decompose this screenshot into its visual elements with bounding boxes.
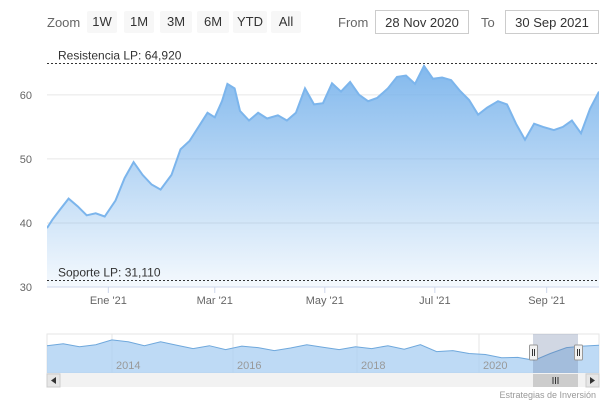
scroll-right-button[interactable] (585, 373, 600, 388)
scrollbar[interactable] (46, 373, 600, 388)
x-tick-label: Mar '21 (197, 295, 233, 307)
scrollbar-track[interactable] (47, 374, 599, 387)
from-date-input[interactable] (375, 10, 469, 34)
zoom-1w-button[interactable]: 1W (87, 11, 117, 33)
x-axis-labels: Ene '21 Mar '21 May '21 Jul '21 Sep '21 (90, 287, 565, 307)
zoom-all-button[interactable]: All (271, 11, 301, 33)
navigator-axis-labels: 2014 2016 2018 2020 (116, 360, 507, 372)
range-selector: Zoom 1W 1M 3M 6M YTD All From To (0, 0, 616, 44)
to-date-input[interactable] (505, 10, 599, 34)
navigator-area (47, 339, 599, 373)
plot-line-label: Soporte LP: 31,110 (58, 266, 161, 280)
from-label: From (338, 15, 369, 30)
y-tick-label: 40 (20, 218, 32, 230)
arrow-right-icon (590, 377, 595, 384)
zoom-1m-button[interactable]: 1M (124, 11, 154, 33)
x-tick-label: Ene '21 (90, 295, 127, 307)
zoom-3m-button[interactable]: 3M (160, 11, 192, 33)
price-points (47, 65, 599, 229)
navigator-right-handle[interactable] (574, 344, 583, 361)
navigator[interactable]: 2014 2016 2018 2020 (46, 333, 600, 374)
arrow-left-icon (51, 377, 56, 384)
y-tick-label: 50 (20, 154, 32, 166)
y-tick-label: 30 (20, 282, 32, 294)
navigator-tick-label: 2016 (237, 360, 261, 372)
y-axis-labels: 30 40 50 60 (20, 90, 32, 294)
x-tick-label: Jul '21 (419, 295, 450, 307)
navigator-tick-label: 2018 (361, 360, 385, 372)
scroll-left-button[interactable] (46, 373, 61, 388)
zoom-ytd-button[interactable]: YTD (233, 11, 267, 33)
y-tick-label: 60 (20, 90, 32, 102)
credits-text[interactable]: Estrategias de Inversión (499, 390, 596, 400)
zoom-6m-button[interactable]: 6M (197, 11, 229, 33)
to-label: To (481, 15, 495, 30)
plot-line-label: Resistencia LP: 64,920 (58, 49, 182, 63)
x-tick-label: Sep '21 (528, 295, 565, 307)
x-tick-label: May '21 (306, 295, 344, 307)
navigator-tick-label: 2020 (483, 360, 507, 372)
navigator-tick-label: 2014 (116, 360, 140, 372)
zoom-label: Zoom (47, 15, 81, 30)
plot-lines: Resistencia LP: 64,920 Soporte LP: 31,110 (47, 49, 599, 281)
navigator-line (46, 339, 600, 361)
navigator-selected-range[interactable] (533, 334, 578, 373)
price-area (47, 66, 599, 287)
navigator-left-handle[interactable] (529, 344, 538, 361)
